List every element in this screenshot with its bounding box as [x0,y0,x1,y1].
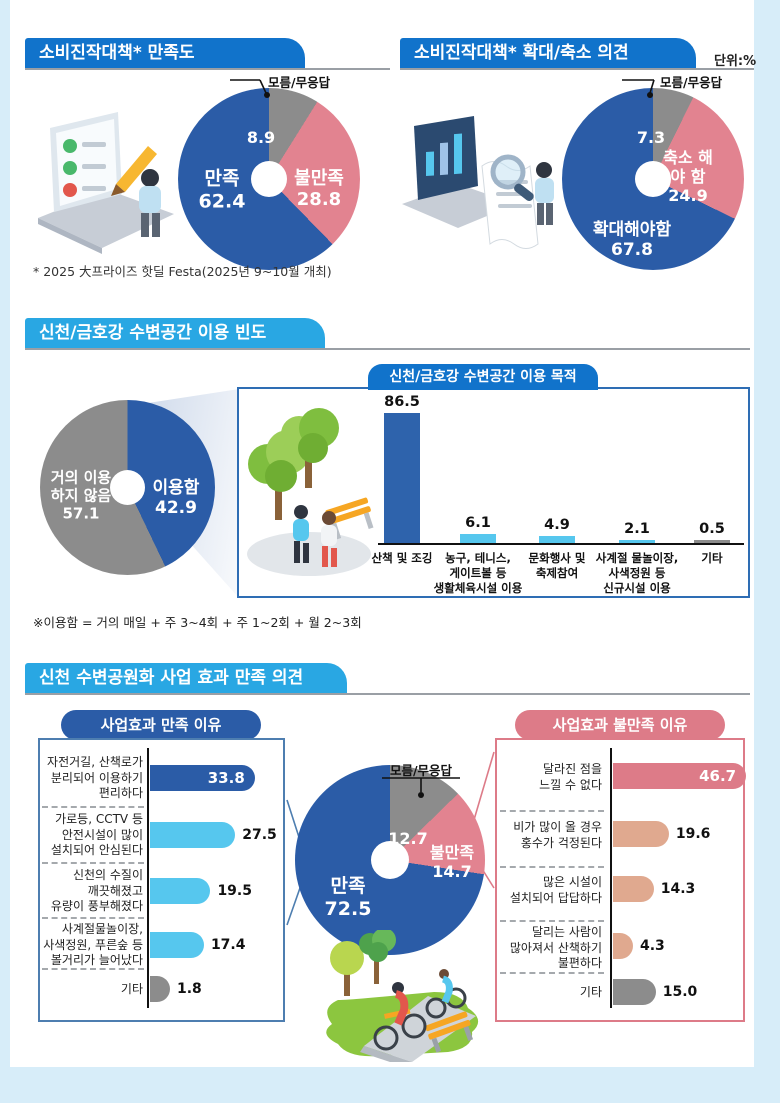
section4-underline [25,693,750,695]
section2-header: 소비진작대책* 확대/축소 의견 [400,38,696,68]
bar-walking: 86.5 [384,394,420,543]
section1-underline [25,68,390,70]
bar-etc: 0.5 [694,521,730,543]
donut1-callout-label: 모름/무응답 [268,75,331,90]
section3-header: 신천/금호강 수변공간 이용 빈도 [25,318,325,348]
satisfied-reasons-title: 사업효과 만족 이유 [61,710,261,740]
category-walking: 산책 및 조깅 [371,551,433,565]
bar-newfacility: 2.1 [619,521,655,543]
donut-hole [371,841,409,879]
slice-label-expand: 확대해야함 67.8 [592,220,672,261]
donut4-callout-label: 모름/무응답 [389,763,453,778]
divider [42,968,144,970]
disreason-bar-4: 4.3 [613,933,665,959]
project-satisfaction-donut: 만족 72.5 불만족 14.7 12.7 [295,765,485,955]
donut4-callout-line [382,777,460,798]
disreason-label-1: 달라진 점을 느낄 수 없다 [539,762,602,792]
category-newfacility: 사계절 물놀이장, 사색정원 등 신규시설 이용 [595,551,679,595]
slice-label-dissatisfied: 불만족 14.7 [429,842,475,881]
section4-header: 신천 수변공원화 사업 효과 만족 의견 [25,663,347,693]
unit-label: 단위:% [714,54,757,69]
x-axis [378,543,744,545]
left-axis [147,748,149,1008]
reason-bar-1: 33.8 [150,765,255,791]
slice-label-satisfied: 만족 72.5 [324,875,372,920]
disreason-label-4: 달리는 사람이 많아져서 산책하기 불편하다 [509,925,602,971]
bike-park-illustration [326,930,479,1062]
category-etc: 기타 [701,551,723,565]
slice-label-notuse: 거의 이용하지 않음 57.1 [50,468,112,523]
slice-label-use: 이용함 42.9 [152,477,200,518]
donut1-callout-line [230,79,270,98]
divider [42,917,144,919]
donut2-callout-label: 모름/무응답 [660,75,723,90]
donut-hole [110,470,145,505]
right-axis [610,748,612,1008]
usage-footnote: ※이용함 = 거의 매일 + 주 3~4회 + 주 1~2회 + 월 2~3회 [33,615,362,630]
park-jogging-illustration [247,408,374,576]
donut2-callout-line [622,79,655,98]
divider [500,920,604,922]
divider [500,810,604,812]
section3-underline [25,348,750,350]
reason-label-3: 신천의 수질이 깨끗해졌고 유량이 풍부해졌다 [50,868,143,914]
section2-underline [400,68,754,70]
consumption-satisfaction-donut: 만족 62.4 불만족 28.8 8.9 [178,88,360,270]
donut-hole [250,160,288,198]
slice-label-unknown: 8.9 [246,127,276,147]
usage-purpose-title: 신천/금호강 수변공간 이용 목적 [368,364,598,390]
disreason-label-3: 많은 시설이 설치되어 답답하다 [509,875,602,905]
bar-events: 4.9 [539,517,575,543]
divider [500,866,604,868]
usage-frequency-donut: 거의 이용하지 않음 57.1 이용함 42.9 [40,400,215,575]
disreason-bar-5: 15.0 [613,979,697,1005]
slice-label-unknown: 12.7 [388,828,428,848]
reason-bar-3: 19.5 [150,878,252,904]
reason-bar-2: 27.5 [150,822,277,848]
slice-label-unknown: 7.3 [636,127,666,147]
slice-label-reduce: 축소 해야 함 24.9 [663,147,713,205]
dissatisfied-reasons-title: 사업효과 불만족 이유 [515,710,725,740]
analysis-illustration [402,116,554,249]
festa-footnote: * 2025 大프라이즈 핫딜 Festa(2025년 9~10월 개최) [33,264,332,279]
donut-hole [634,160,672,198]
expand-reduce-donut: 확대해야함 67.8 축소 해야 함 24.9 7.3 [562,88,744,270]
reason-label-4: 사계절물놀이장, 사색정원, 푸른숲 등 볼거리가 늘어났다 [43,922,143,968]
survey-checklist-illustration [38,112,174,254]
reason-bar-5: 1.8 [150,976,202,1002]
disreason-label-5: 기타 [579,985,602,999]
disreason-bar-1: 46.7 [613,763,747,789]
divider [42,806,144,808]
reason-bar-4: 17.4 [150,932,245,958]
divider [42,862,144,864]
bar-sports: 6.1 [460,515,496,543]
reason-label-2: 가로등, CCTV 등 안전시설이 많이 설치되어 안심된다 [50,812,143,858]
reason-label-1: 자전거길, 산책로가 분리되어 이용하기 편리하다 [47,755,143,801]
usage-purpose-bars: 86.5 6.1 4.9 2.1 0.5 [378,394,744,543]
reason-label-5: 기타 [120,982,143,996]
category-events: 문화행사 및 축제참여 [528,551,586,580]
disreason-label-2: 비가 많이 올 경우 홍수가 걱정된다 [513,820,602,850]
disreason-bar-2: 19.6 [613,821,710,847]
disreason-bar-3: 14.3 [613,876,695,902]
category-sports: 농구, 테니스, 게이트볼 등 생활체육시설 이용 [433,551,523,595]
slice-label-dissatisfied: 불만족 28.8 [294,168,344,211]
section1-header: 소비진작대책* 만족도 [25,38,305,68]
slice-label-satisfied: 만족 62.4 [198,167,246,213]
divider [500,972,604,974]
